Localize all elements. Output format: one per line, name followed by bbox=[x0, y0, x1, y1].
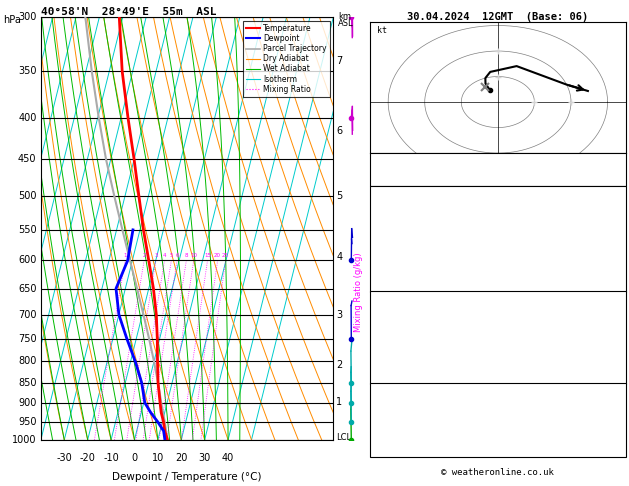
Text: 6: 6 bbox=[337, 126, 342, 136]
Text: Mixing Ratio (g/kg): Mixing Ratio (g/kg) bbox=[354, 252, 363, 331]
Text: Totals Totals: Totals Totals bbox=[375, 169, 451, 179]
Text: Hodograph: Hodograph bbox=[471, 387, 525, 397]
Text: ASL: ASL bbox=[338, 19, 353, 29]
Text: Pressure (mb): Pressure (mb) bbox=[375, 304, 451, 314]
Text: © weatheronline.co.uk: © weatheronline.co.uk bbox=[442, 468, 554, 477]
Text: PW (cm): PW (cm) bbox=[375, 179, 416, 190]
Text: kt: kt bbox=[377, 26, 387, 35]
Text: CIN (J): CIN (J) bbox=[375, 368, 416, 379]
Text: 10: 10 bbox=[190, 253, 198, 259]
Text: 550: 550 bbox=[18, 225, 36, 235]
Text: LCL: LCL bbox=[337, 433, 352, 441]
Text: 800: 800 bbox=[18, 356, 36, 366]
Text: CAPE (J): CAPE (J) bbox=[375, 352, 422, 363]
Text: 750: 750 bbox=[605, 304, 623, 314]
Text: 4: 4 bbox=[337, 253, 342, 262]
Text: 10: 10 bbox=[152, 452, 164, 463]
Text: 5: 5 bbox=[337, 191, 343, 201]
Text: 30.04.2024  12GMT  (Base: 06): 30.04.2024 12GMT (Base: 06) bbox=[407, 12, 589, 22]
Text: 950: 950 bbox=[18, 417, 36, 427]
Text: 312: 312 bbox=[605, 229, 623, 240]
Text: 40: 40 bbox=[222, 452, 234, 463]
Text: 650: 650 bbox=[18, 283, 36, 294]
Text: 30: 30 bbox=[199, 452, 211, 463]
Text: Most Unstable: Most Unstable bbox=[460, 295, 536, 305]
Text: 30: 30 bbox=[611, 397, 623, 407]
Text: 0: 0 bbox=[617, 352, 623, 363]
Text: Lifted Index: Lifted Index bbox=[375, 244, 445, 255]
Text: 6: 6 bbox=[175, 253, 179, 259]
Text: 317: 317 bbox=[605, 320, 623, 330]
Text: km: km bbox=[338, 12, 351, 21]
Text: 7: 7 bbox=[337, 56, 343, 66]
Text: 0: 0 bbox=[617, 275, 623, 285]
Text: 350: 350 bbox=[18, 66, 36, 76]
Text: 1: 1 bbox=[617, 336, 623, 347]
Text: 700: 700 bbox=[18, 310, 36, 320]
Text: 3: 3 bbox=[337, 310, 342, 320]
Text: 22: 22 bbox=[611, 412, 623, 422]
Text: 149°: 149° bbox=[599, 428, 623, 438]
Text: 40°58'N  28°49'E  55m  ASL: 40°58'N 28°49'E 55m ASL bbox=[41, 7, 216, 17]
Text: 4: 4 bbox=[163, 253, 166, 259]
Text: 6: 6 bbox=[617, 260, 623, 270]
Text: SREH: SREH bbox=[375, 412, 398, 422]
Text: 400: 400 bbox=[18, 113, 36, 123]
Legend: Temperature, Dewpoint, Parcel Trajectory, Dry Adiabat, Wet Adiabat, Isotherm, Mi: Temperature, Dewpoint, Parcel Trajectory… bbox=[243, 21, 330, 97]
Text: 500: 500 bbox=[18, 191, 36, 201]
Text: 300: 300 bbox=[18, 12, 36, 22]
Text: 47: 47 bbox=[611, 169, 623, 179]
Text: 7: 7 bbox=[617, 443, 623, 453]
Text: 1: 1 bbox=[337, 397, 342, 407]
Text: StmSpd (kt): StmSpd (kt) bbox=[375, 443, 440, 453]
Text: 15: 15 bbox=[204, 253, 211, 259]
Text: K: K bbox=[375, 158, 381, 168]
Text: 900: 900 bbox=[18, 398, 36, 408]
Text: hPa: hPa bbox=[3, 15, 21, 25]
Text: 2: 2 bbox=[337, 360, 343, 370]
Text: 1000: 1000 bbox=[12, 435, 36, 445]
Text: Dewp (°C): Dewp (°C) bbox=[375, 214, 428, 225]
Text: EH: EH bbox=[375, 397, 387, 407]
Text: 13: 13 bbox=[611, 214, 623, 225]
Text: θₑ (K): θₑ (K) bbox=[375, 320, 410, 330]
Text: Surface: Surface bbox=[477, 190, 518, 200]
Text: 450: 450 bbox=[18, 155, 36, 164]
Text: θₑ(K): θₑ(K) bbox=[375, 229, 404, 240]
Text: CAPE (J): CAPE (J) bbox=[375, 260, 422, 270]
Text: Temp (°C): Temp (°C) bbox=[375, 199, 428, 209]
Text: 5: 5 bbox=[170, 253, 173, 259]
Text: Dewpoint / Temperature (°C): Dewpoint / Temperature (°C) bbox=[113, 471, 262, 482]
Text: 2.7: 2.7 bbox=[605, 179, 623, 190]
Text: -10: -10 bbox=[103, 452, 119, 463]
Text: 31: 31 bbox=[611, 158, 623, 168]
Text: 20: 20 bbox=[175, 452, 187, 463]
Text: 2: 2 bbox=[142, 253, 146, 259]
Text: 3: 3 bbox=[154, 253, 158, 259]
Text: 25: 25 bbox=[222, 253, 229, 259]
Text: StmDir: StmDir bbox=[375, 428, 410, 438]
Text: -30: -30 bbox=[57, 452, 72, 463]
Text: 600: 600 bbox=[18, 256, 36, 265]
Text: 850: 850 bbox=[18, 378, 36, 388]
Text: 750: 750 bbox=[18, 334, 36, 344]
Text: 0: 0 bbox=[131, 452, 138, 463]
Text: 0: 0 bbox=[617, 368, 623, 379]
Text: CIN (J): CIN (J) bbox=[375, 275, 416, 285]
Text: 5: 5 bbox=[617, 244, 623, 255]
Text: 8: 8 bbox=[184, 253, 188, 259]
Text: -20: -20 bbox=[80, 452, 96, 463]
Text: Lifted Index: Lifted Index bbox=[375, 336, 445, 347]
Text: 20: 20 bbox=[214, 253, 221, 259]
Text: 1: 1 bbox=[123, 253, 127, 259]
Text: 14.1: 14.1 bbox=[599, 199, 623, 209]
